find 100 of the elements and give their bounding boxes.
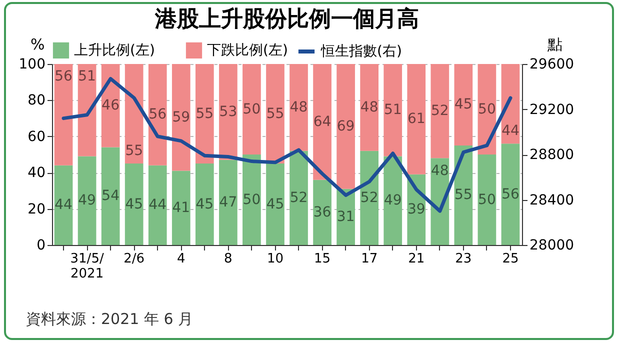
x-tick-label: 17 bbox=[361, 252, 378, 266]
x-tick-label: 23 bbox=[455, 252, 472, 266]
legend-label: 下跌比例(左) bbox=[207, 42, 288, 58]
bar bbox=[219, 64, 238, 160]
data-label: 50 bbox=[242, 101, 261, 118]
data-label: 55 bbox=[125, 142, 144, 159]
data-label: 51 bbox=[78, 68, 96, 85]
bar bbox=[148, 165, 167, 245]
data-label: 48 bbox=[360, 99, 378, 116]
bar bbox=[124, 164, 144, 245]
data-label: 44 bbox=[54, 197, 73, 214]
y-axis-title: % bbox=[30, 36, 45, 54]
data-label: 52 bbox=[430, 103, 449, 120]
y2-tick-label: 28000 bbox=[530, 238, 574, 254]
bar bbox=[54, 165, 73, 245]
x-tick-label: 2/6 bbox=[124, 252, 145, 266]
data-label: 46 bbox=[102, 98, 120, 114]
data-label: 48 bbox=[430, 162, 449, 179]
x-tick-label: 25 bbox=[502, 252, 519, 266]
bar bbox=[501, 144, 520, 245]
data-label: 55 bbox=[196, 106, 214, 122]
y2-tick-label: 28800 bbox=[530, 147, 574, 163]
bar bbox=[219, 160, 238, 245]
y-tick-label: 0 bbox=[36, 238, 46, 254]
source-note: 資料來源：2021 年 6 月 bbox=[26, 310, 194, 329]
bar bbox=[242, 64, 261, 154]
data-label: 64 bbox=[313, 114, 332, 130]
legend-label: 上升比例(左) bbox=[74, 42, 155, 58]
data-label: 31 bbox=[336, 208, 355, 225]
y-tick-label: 20 bbox=[28, 201, 46, 218]
y2-axis-title: 點 bbox=[546, 36, 562, 54]
x-tick-label: 15 bbox=[314, 252, 331, 266]
data-label: 44 bbox=[502, 122, 520, 139]
bar bbox=[266, 64, 284, 164]
bar bbox=[101, 147, 120, 245]
data-label: 45 bbox=[125, 196, 144, 212]
bar bbox=[124, 64, 144, 164]
bar bbox=[407, 64, 426, 174]
data-label: 45 bbox=[454, 96, 472, 113]
y-tick-label: 40 bbox=[28, 165, 46, 182]
data-label: 49 bbox=[384, 192, 402, 209]
bar bbox=[384, 156, 402, 245]
bar bbox=[242, 154, 261, 245]
bar bbox=[172, 170, 190, 245]
data-label: 50 bbox=[478, 101, 496, 118]
data-label: 41 bbox=[172, 200, 190, 216]
bar bbox=[360, 150, 379, 245]
data-label: 56 bbox=[502, 186, 520, 202]
data-label: 51 bbox=[384, 102, 402, 118]
y2-tick-label: 29600 bbox=[530, 56, 574, 72]
data-label: 39 bbox=[407, 202, 426, 218]
bar bbox=[172, 64, 190, 171]
bar bbox=[266, 164, 284, 245]
x-tick-label: 4 bbox=[177, 252, 186, 266]
x-tick-label: 10 bbox=[266, 252, 284, 266]
data-label: 45 bbox=[196, 196, 214, 212]
bar bbox=[430, 64, 450, 158]
bar bbox=[313, 64, 332, 180]
bar bbox=[290, 150, 308, 245]
data-label: 45 bbox=[266, 196, 284, 212]
data-label: 59 bbox=[172, 109, 190, 126]
x-tick-label: 31/5/ 2021 bbox=[70, 252, 104, 282]
legend-label: 恒生指數(右) bbox=[320, 44, 402, 60]
data-label: 50 bbox=[242, 192, 261, 208]
bar bbox=[148, 64, 167, 166]
chart-title: 港股上升股份比例一個月高 bbox=[154, 6, 419, 32]
data-label: 53 bbox=[219, 104, 238, 120]
bar bbox=[290, 64, 308, 151]
data-label: 56 bbox=[54, 68, 73, 85]
data-label: 52 bbox=[290, 190, 308, 206]
data-label: 55 bbox=[266, 106, 284, 122]
data-label: 36 bbox=[313, 204, 332, 220]
bar bbox=[454, 64, 473, 146]
data-label: 69 bbox=[336, 118, 355, 134]
bar bbox=[54, 64, 73, 166]
data-label: 47 bbox=[219, 194, 238, 210]
y2-tick-label: 28400 bbox=[530, 192, 574, 208]
bar bbox=[360, 64, 379, 151]
data-label: 50 bbox=[478, 192, 496, 208]
y-tick-label: 80 bbox=[28, 92, 46, 109]
data-label: 56 bbox=[148, 106, 167, 123]
y-tick-label: 100 bbox=[18, 56, 46, 72]
data-label: 48 bbox=[290, 99, 308, 116]
x-tick-label: 8 bbox=[224, 252, 232, 266]
bar bbox=[195, 164, 214, 245]
bar bbox=[384, 64, 402, 156]
bar bbox=[78, 156, 96, 245]
data-label: 49 bbox=[78, 192, 96, 209]
bar bbox=[195, 64, 214, 164]
data-label: 61 bbox=[407, 111, 426, 128]
data-label: 54 bbox=[102, 188, 120, 204]
bar bbox=[478, 154, 496, 245]
x-tick-label: 21 bbox=[408, 252, 425, 266]
y2-tick-label: 29200 bbox=[530, 102, 574, 118]
data-label: 55 bbox=[454, 187, 472, 204]
y-tick-label: 60 bbox=[28, 128, 46, 145]
data-label: 52 bbox=[360, 190, 378, 206]
data-label: 44 bbox=[148, 197, 167, 214]
bar bbox=[336, 64, 355, 189]
bar bbox=[313, 180, 332, 245]
